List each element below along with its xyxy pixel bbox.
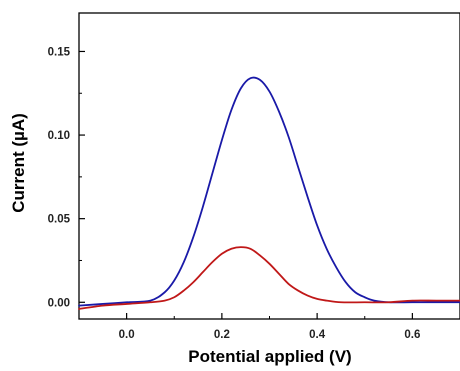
plot-frame bbox=[78, 12, 460, 320]
series-line-1 bbox=[78, 246, 460, 310]
y-axis-title: Current (µA) bbox=[9, 113, 28, 213]
x-axis-title: Potential applied (V) bbox=[188, 347, 351, 366]
ticks: 0.0 0.2 0.4 0.6 0.00 0.05 0.10 0.15 bbox=[48, 46, 460, 341]
x-tick-label: 0.6 bbox=[404, 329, 420, 341]
y-tick-label: 0.15 bbox=[48, 46, 71, 58]
x-tick-label: 0.0 bbox=[119, 329, 135, 341]
x-tick-label: 0.2 bbox=[214, 329, 230, 341]
x-tick-label: 0.4 bbox=[309, 329, 326, 341]
series-line-0 bbox=[78, 76, 460, 307]
y-tick-label: 0.00 bbox=[48, 297, 70, 309]
y-tick-label: 0.10 bbox=[48, 130, 70, 142]
curves bbox=[78, 76, 460, 310]
y-tick-label: 0.05 bbox=[48, 214, 71, 226]
